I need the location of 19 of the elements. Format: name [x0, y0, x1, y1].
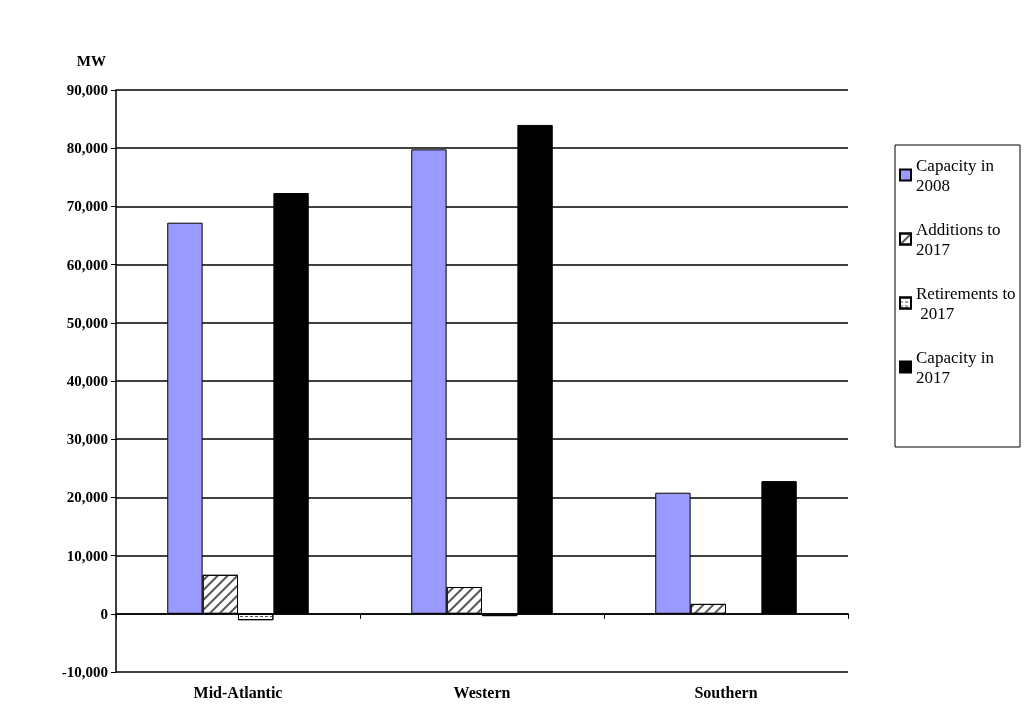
y-tick-label: 80,000 [66, 140, 108, 157]
legend-label: Capacity in 2017 [916, 347, 999, 387]
legend-label: Additions to 2017 [916, 219, 1005, 259]
legend-label: Retirements to 2017 [916, 283, 1016, 323]
y-tick-label: 20,000 [66, 489, 108, 506]
x-tick-label: Mid-Atlantic [193, 683, 283, 701]
y-tick-label: 90,000 [66, 82, 108, 98]
y-tick-label: 60,000 [66, 256, 108, 273]
x-tick-label: Western [453, 683, 511, 701]
legend-label: Capacity in 2008 [916, 155, 999, 195]
y-tick-label: 40,000 [66, 373, 108, 389]
y-tick-label: 30,000 [66, 431, 108, 448]
y-tick-label: 0 [100, 605, 108, 622]
y-axis-title: MW [76, 52, 106, 69]
x-tick-label: Southern [694, 683, 758, 701]
y-tick-label: 50,000 [66, 314, 108, 331]
y-tick-label: 10,000 [66, 547, 108, 564]
y-tick-label: -10,000 [61, 664, 108, 680]
y-tick-label: 70,000 [66, 198, 108, 215]
